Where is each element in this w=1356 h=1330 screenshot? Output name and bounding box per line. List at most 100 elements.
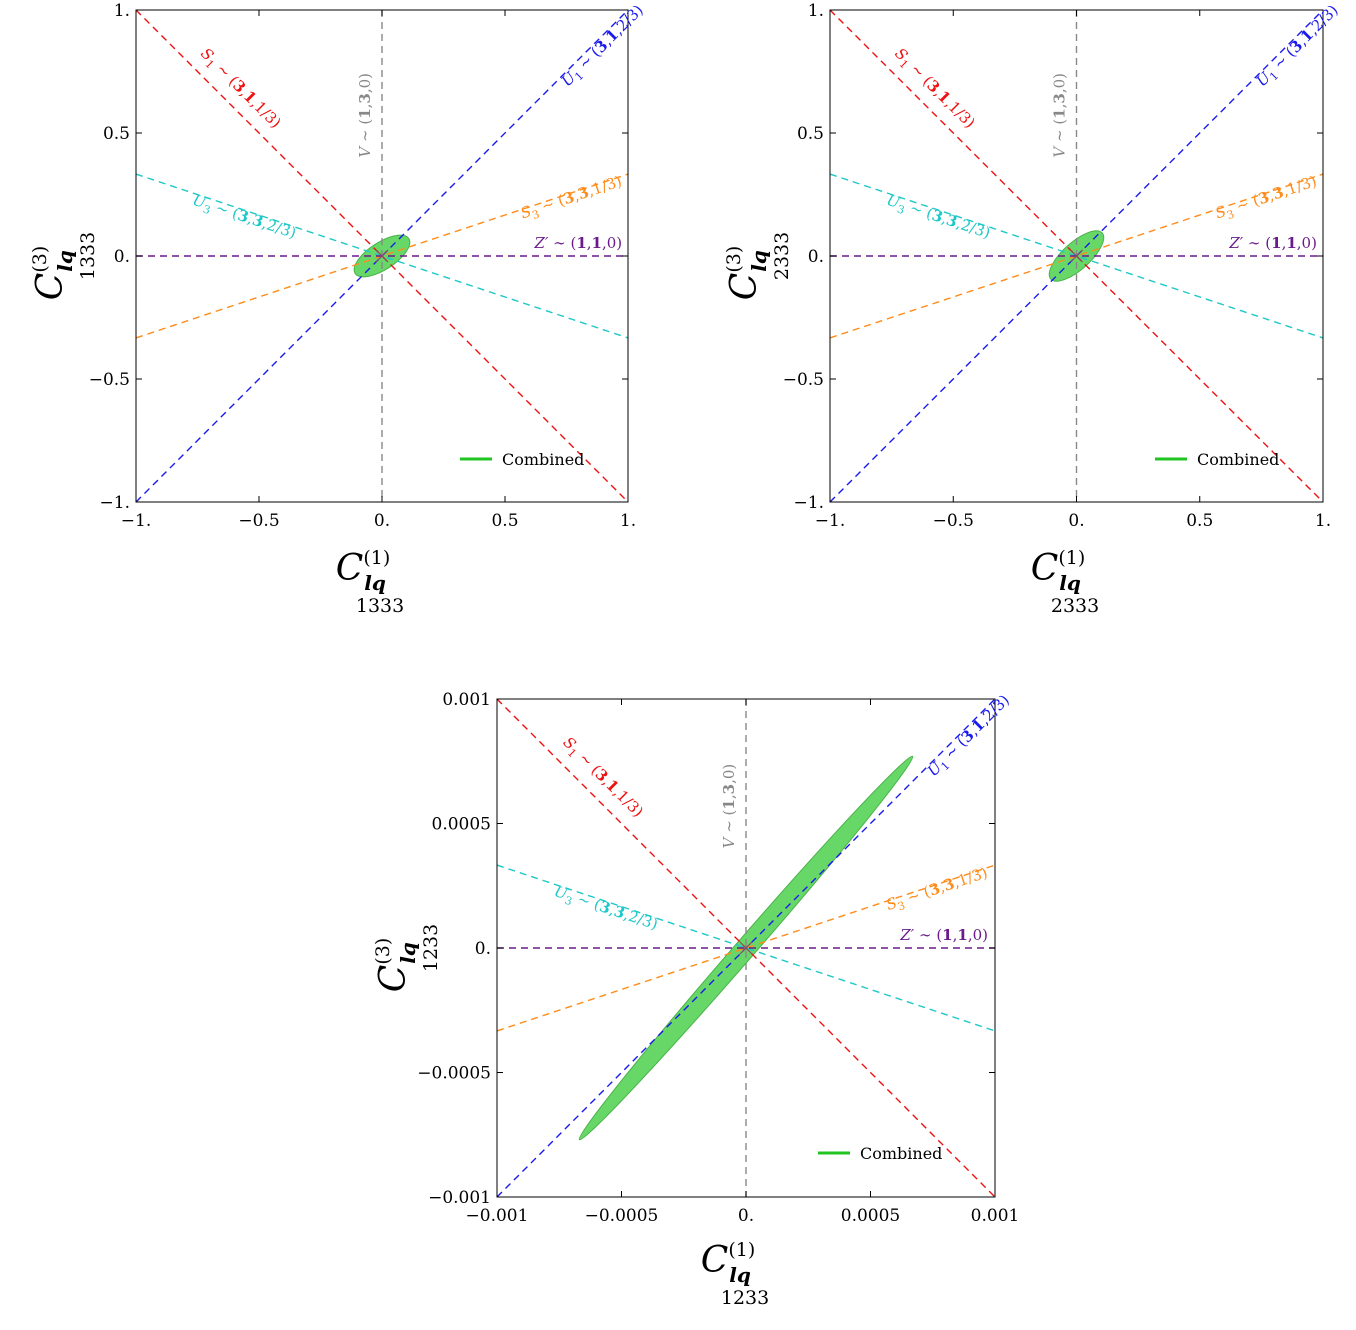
y-axis-label-text: C(3) lq1333 <box>29 232 99 300</box>
label-sim: ∼ ( <box>548 234 576 252</box>
label-sim: ∼ ( <box>1051 119 1069 147</box>
x-axis-label-main: C <box>1031 548 1059 589</box>
label-subscript: 3 <box>563 894 574 909</box>
label-S3: S3 ∼ (3,3,1/3) <box>884 863 991 916</box>
x-axis-label-main: C <box>336 548 364 589</box>
x-tick-label: −0.5 <box>238 511 279 531</box>
y-tick-label: 1. <box>808 1 824 21</box>
label-charge: ,0) <box>1051 73 1069 93</box>
x-axis-label-sup: (1) <box>363 547 390 569</box>
label-rep1: 1 <box>942 926 952 944</box>
label-Zp: Z′ ∼ (1,1,0) <box>899 926 988 944</box>
label-symbol: V <box>1051 145 1069 158</box>
y-tick-label: −1. <box>100 493 130 513</box>
label-U3: U3 ∼ (3,3,2/3) <box>883 191 992 245</box>
y-axis-label-text: C(3) lq2333 <box>723 232 793 300</box>
x-tick-label: 0. <box>374 511 390 531</box>
y-tick-label: 0.5 <box>797 124 824 144</box>
line-S3 <box>830 173 1323 339</box>
y-axis-label-sub: lq <box>396 942 420 964</box>
label-charge: ,0) <box>356 73 374 93</box>
line-U3 <box>497 864 995 1032</box>
y-tick-label: 0. <box>475 939 491 959</box>
y-tick-label: 0.5 <box>103 124 130 144</box>
y-axis-label-sub2: 2333 <box>771 232 793 280</box>
line-S3 <box>497 864 995 1032</box>
x-tick-label: 0.5 <box>491 511 518 531</box>
y-axis-label-main: C <box>373 965 414 993</box>
label-charge: ,0) <box>1297 234 1317 252</box>
y-axis-label-sup: (3) <box>372 938 394 965</box>
label-symbol: Z′ <box>899 926 914 944</box>
label-U1: U1 ∼ (3,1,2/3) <box>558 1 649 92</box>
label-comma: , <box>1266 186 1276 205</box>
label-comma: , <box>245 209 255 228</box>
label-comma: , <box>1282 234 1287 252</box>
chart-panel-bottom: −0.001 −0.0005 0. 0.0005 0.001 −0.001 −0.0005 0… <box>372 690 1019 1309</box>
y-tick-label: −0.001 <box>428 1188 491 1208</box>
x-axis-label-sub2: 2333 <box>1051 595 1099 617</box>
label-symbol: V <box>720 835 738 848</box>
label-comma: , <box>720 794 738 799</box>
label-sim: ∼ ( <box>720 810 738 838</box>
y-axis-label: C(3) lq2333 <box>723 232 793 300</box>
line-S1 <box>136 10 628 502</box>
label-comma: , <box>953 926 958 944</box>
x-axis-label-sub: lq <box>364 571 386 595</box>
label-subscript: 3 <box>895 202 906 217</box>
label-charge: ,1/3) <box>585 172 624 200</box>
label-U3: U3 ∼ (3,3,2/3) <box>189 191 298 245</box>
label-charge: ,0) <box>968 926 988 944</box>
label-comma: , <box>937 878 947 897</box>
label-S3: S3 ∼ (3,3,1/3) <box>1213 172 1320 225</box>
y-axis-label: C(3) lq1333 <box>29 232 99 300</box>
y-axis-label-sub2: 1233 <box>420 924 442 972</box>
x-axis-label-sub: lq <box>1059 571 1081 595</box>
label-V: V ∼ (1,3,0) <box>720 764 738 849</box>
x-axis-label-main: C <box>701 1240 729 1281</box>
x-axis-label-sub2: 1333 <box>356 595 404 617</box>
label-U1: U1 ∼ (3,1,2/3) <box>924 691 1015 782</box>
x-tick-label: 0. <box>738 1206 754 1226</box>
label-charge: ,1/3) <box>951 863 990 891</box>
y-axis-label-text: C(3) lq1233 <box>372 924 442 992</box>
x-tick-label: 0.0005 <box>841 1206 900 1226</box>
x-tick-label: −0.001 <box>466 1206 529 1226</box>
x-axis-label-text: C(1) lq 1333 <box>336 547 404 617</box>
label-symbol: Z′ <box>534 234 549 252</box>
y-tick-label: −0.5 <box>783 370 824 390</box>
y-axis-label-main: C <box>724 273 765 301</box>
y-tick-label: −1. <box>794 493 824 513</box>
label-charge: ,2/3) <box>622 905 661 933</box>
label-rep1: 1 <box>356 108 374 118</box>
line-U3 <box>830 173 1323 339</box>
label-subscript: 3 <box>896 899 907 914</box>
y-tick-label: 0.001 <box>442 690 491 710</box>
label-charge: ,0) <box>720 764 738 784</box>
label-S1: S1 ∼ (3,1,1/3) <box>557 733 647 823</box>
y-tick-label: 1. <box>114 1 130 21</box>
label-Zp: Z′ ∼ (1,1,0) <box>534 234 623 252</box>
label-charge: ,2/3) <box>260 214 299 242</box>
label-rep2: 1 <box>957 926 967 944</box>
y-axis-label-sub: lq <box>53 250 77 272</box>
y-axis-label-sub2: 1333 <box>77 232 99 280</box>
label-U3: U3 ∼ (3,3,2/3) <box>551 882 660 936</box>
y-axis-label-sub: lq <box>747 250 771 272</box>
y-tick-label: 0.0005 <box>432 815 491 835</box>
label-rep2: 3 <box>356 93 374 103</box>
y-axis-label-main: C <box>30 273 71 301</box>
label-comma: , <box>607 900 617 919</box>
label-sim: ∼ ( <box>1243 234 1271 252</box>
label-symbol: V <box>356 145 374 158</box>
label-rep2: 3 <box>720 784 738 794</box>
label-rep1: 1 <box>1271 234 1281 252</box>
center-marker <box>375 249 389 263</box>
label-rep2: 1 <box>592 234 602 252</box>
label-U1: U1 ∼ (3,1,2/3) <box>1253 1 1344 92</box>
label-subscript: 3 <box>201 202 212 217</box>
label-V: V ∼ (1,3,0) <box>1051 73 1069 158</box>
legend-label: Combined <box>1197 450 1279 469</box>
label-sim: ∼ ( <box>356 119 374 147</box>
